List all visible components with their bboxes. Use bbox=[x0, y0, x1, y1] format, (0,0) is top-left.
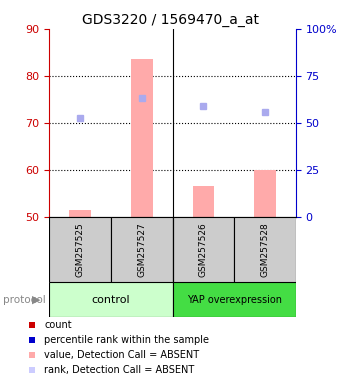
Text: rank, Detection Call = ABSENT: rank, Detection Call = ABSENT bbox=[44, 364, 194, 374]
Text: control: control bbox=[91, 295, 130, 305]
Text: GSM257525: GSM257525 bbox=[75, 222, 85, 277]
Bar bbox=[254, 170, 276, 217]
Text: protocol: protocol bbox=[3, 295, 46, 305]
Text: GDS3220 / 1569470_a_at: GDS3220 / 1569470_a_at bbox=[82, 13, 258, 27]
Bar bbox=[173, 282, 296, 317]
Bar bbox=[49, 217, 111, 282]
Text: GSM257527: GSM257527 bbox=[137, 222, 146, 277]
Text: ▶: ▶ bbox=[32, 295, 40, 305]
Bar bbox=[173, 217, 234, 282]
Text: percentile rank within the sample: percentile rank within the sample bbox=[44, 335, 209, 345]
Bar bbox=[234, 217, 296, 282]
Text: YAP overexpression: YAP overexpression bbox=[187, 295, 282, 305]
Text: count: count bbox=[44, 320, 72, 330]
Bar bbox=[49, 282, 173, 317]
Bar bbox=[69, 210, 91, 217]
Bar bbox=[131, 60, 153, 217]
Bar bbox=[111, 217, 173, 282]
Text: GSM257528: GSM257528 bbox=[260, 222, 270, 277]
Bar bbox=[192, 186, 214, 217]
Text: value, Detection Call = ABSENT: value, Detection Call = ABSENT bbox=[44, 350, 200, 360]
Text: GSM257526: GSM257526 bbox=[199, 222, 208, 277]
